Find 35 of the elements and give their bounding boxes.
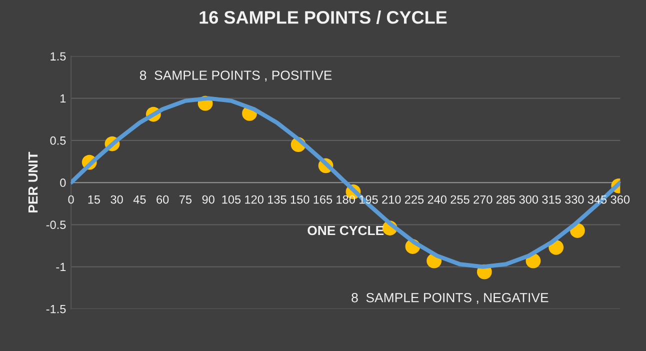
x-tick-label: 240 bbox=[428, 195, 447, 204]
x-tick-label: 45 bbox=[133, 195, 146, 204]
y-tick-label: 1 bbox=[60, 94, 66, 103]
x-tick-label: 315 bbox=[542, 195, 561, 204]
y-tick-label: 1.5 bbox=[50, 52, 66, 61]
x-tick-label: 75 bbox=[179, 195, 192, 204]
x-tick-label: 270 bbox=[474, 195, 492, 204]
annotation: 8 SAMPLE POINTS , NEGATIVE bbox=[352, 292, 548, 304]
x-tick-label: 60 bbox=[156, 195, 169, 204]
x-tick-label: 210 bbox=[382, 195, 401, 204]
x-tick-label: 105 bbox=[222, 195, 241, 204]
x-tick-label: 285 bbox=[496, 195, 516, 204]
y-tick-label: -1 bbox=[56, 262, 66, 272]
x-tick-label: 0 bbox=[68, 195, 74, 204]
x-tick-label: 30 bbox=[110, 195, 123, 204]
chart-title: 16 SAMPLE POINTS / CYCLE bbox=[200, 10, 447, 24]
x-tick-label: 165 bbox=[314, 195, 332, 204]
x-tick-label: 90 bbox=[202, 195, 214, 204]
y-axis-title: PER UNIT bbox=[28, 152, 38, 212]
x-tick-label: 180 bbox=[336, 195, 355, 204]
x-tick-label: 330 bbox=[565, 195, 584, 204]
x-tick-label: 15 bbox=[88, 195, 100, 204]
x-tick-label: 360 bbox=[610, 195, 630, 204]
x-tick-label: 150 bbox=[290, 195, 310, 204]
y-tick-label: 0.5 bbox=[50, 136, 66, 145]
y-tick-label: -0.5 bbox=[46, 220, 66, 230]
x-tick-label: 300 bbox=[519, 195, 538, 204]
x-tick-label: 120 bbox=[245, 195, 264, 204]
y-tick-label: -1.5 bbox=[46, 305, 66, 314]
annotation: 8 SAMPLE POINTS , POSITIVE bbox=[140, 70, 332, 82]
x-tick-label: 255 bbox=[450, 195, 470, 204]
x-tick-label: 225 bbox=[404, 195, 424, 204]
x-tick-label: 135 bbox=[268, 195, 286, 204]
y-tick-label: 0 bbox=[60, 178, 66, 187]
x-axis-title: ONE CYCLE bbox=[308, 226, 384, 236]
